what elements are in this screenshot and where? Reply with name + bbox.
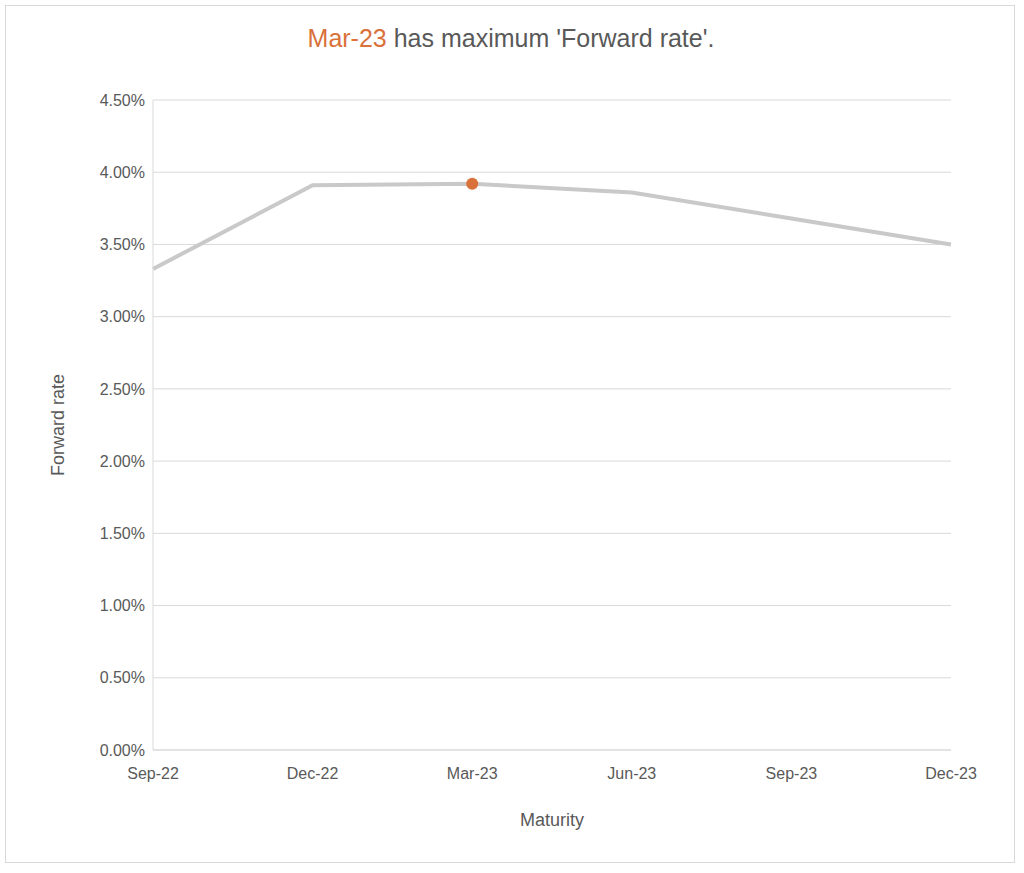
svg-text:Sep-22: Sep-22 <box>127 765 179 782</box>
svg-text:Mar-23: Mar-23 <box>447 765 498 782</box>
svg-text:3.50%: 3.50% <box>100 236 145 253</box>
svg-text:4.50%: 4.50% <box>100 92 145 109</box>
svg-text:0.50%: 0.50% <box>100 669 145 686</box>
svg-text:4.00%: 4.00% <box>100 164 145 181</box>
svg-text:Jun-23: Jun-23 <box>607 765 656 782</box>
svg-text:Dec-23: Dec-23 <box>925 765 977 782</box>
svg-text:Sep-23: Sep-23 <box>766 765 818 782</box>
svg-text:Dec-22: Dec-22 <box>287 765 339 782</box>
svg-text:Forward rate: Forward rate <box>48 374 68 476</box>
svg-text:2.00%: 2.00% <box>100 453 145 470</box>
html-text:Mar-23 has maximum 'Forward ra: Mar-23 has maximum 'Forward rate'. <box>307 24 715 52</box>
svg-text:1.50%: 1.50% <box>100 525 145 542</box>
svg-text:3.00%: 3.00% <box>100 308 145 325</box>
svg-text:2.50%: 2.50% <box>100 381 145 398</box>
svg-text:1.00%: 1.00% <box>100 597 145 614</box>
svg-text:0.00%: 0.00% <box>100 742 145 759</box>
svg-text:Maturity: Maturity <box>520 810 584 830</box>
